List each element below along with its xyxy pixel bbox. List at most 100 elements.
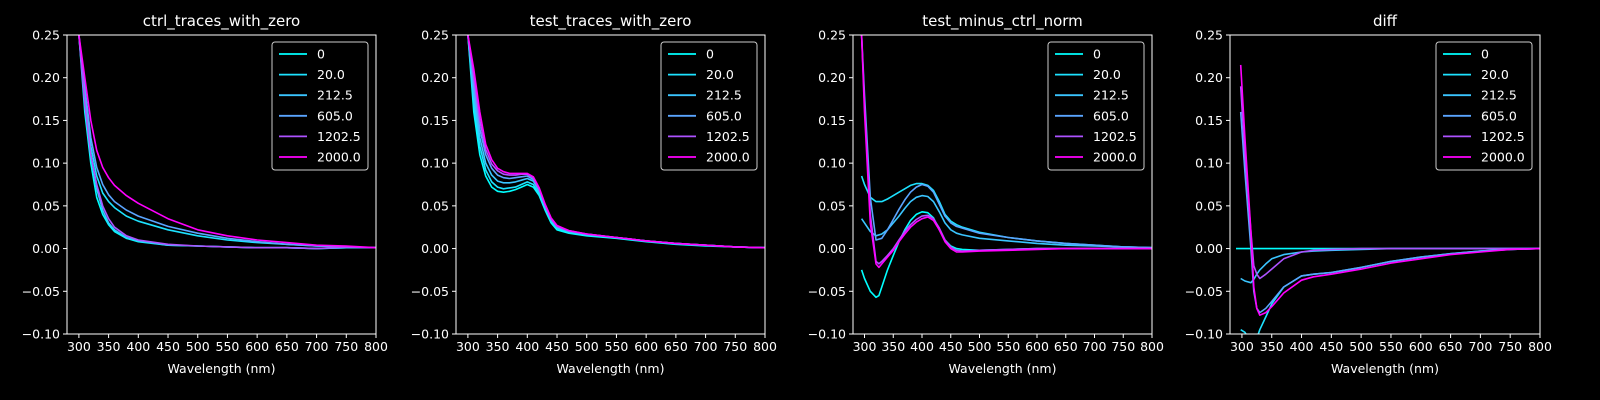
y-tick-label: 0.15 <box>818 113 846 128</box>
x-tick-label: 400 <box>910 339 934 354</box>
y-tick-label: 0.20 <box>32 70 60 85</box>
x-tick-label: 500 <box>1349 339 1373 354</box>
chart-panel-3: test_minus_ctrl_norm 300 350 400 450 500 550 60… <box>808 12 1164 376</box>
y-tick-label: 0.05 <box>1195 198 1223 213</box>
chart-title: ctrl_traces_with_zero <box>143 12 300 31</box>
legend: 0 20.0 212.5 605.0 1202.5 2000.0 <box>660 41 758 171</box>
legend: 0 20.0 212.5 605.0 1202.5 2000.0 <box>1047 41 1145 171</box>
chart-panel-4: diff 300 350 400 450 500 550 600 650 700 750 800 0.2… <box>1185 12 1552 376</box>
y-tick-label: −0.10 <box>1185 327 1223 342</box>
series-group <box>1236 64 1540 334</box>
legend-label: 605.0 <box>317 108 353 123</box>
legend-label: 605.0 <box>706 108 742 123</box>
x-tick-label: 600 <box>245 339 269 354</box>
y-tick-label: 0.25 <box>421 28 449 43</box>
y-tick-label: 0.10 <box>32 156 60 171</box>
series-line-2000-0 <box>467 35 765 249</box>
y-tick-label: 0.25 <box>32 28 60 43</box>
legend-label: 20.0 <box>1481 67 1509 82</box>
x-tick-label: 450 <box>939 339 963 354</box>
legend-label: 212.5 <box>1093 88 1129 103</box>
y-tick-label: 0.10 <box>1195 156 1223 171</box>
legend-label: 20.0 <box>317 67 345 82</box>
x-tick-label: 750 <box>334 339 358 354</box>
x-tick-label: 550 <box>1379 339 1403 354</box>
x-tick-label: 600 <box>634 339 658 354</box>
legend-label: 0 <box>706 47 714 62</box>
series-line-0 <box>860 211 1152 299</box>
axes-frame <box>1229 34 1541 335</box>
x-tick-label: 700 <box>1083 339 1107 354</box>
y-tick-label: 0.10 <box>421 156 449 171</box>
legend-label: 605.0 <box>1481 108 1517 123</box>
axes-frame <box>852 34 1153 335</box>
x-tick-label: 750 <box>1498 339 1522 354</box>
legend-label: 2000.0 <box>1481 150 1525 165</box>
x-tick-label: 800 <box>1140 339 1164 354</box>
chart-title: diff <box>1373 12 1398 30</box>
x-tick-label: 700 <box>1468 339 1492 354</box>
y-tick-label: 0.25 <box>1195 28 1223 43</box>
legend-label: 212.5 <box>1481 88 1517 103</box>
x-axis-label: Wavelength (nm) <box>168 361 276 376</box>
legend-label: 1202.5 <box>1481 129 1525 144</box>
legend-label: 20.0 <box>1093 67 1121 82</box>
series-line-2000-0 <box>1239 64 1540 317</box>
series-line-0 <box>467 35 765 249</box>
y-tick-label: 0.20 <box>421 70 449 85</box>
x-tick-label: 550 <box>605 339 629 354</box>
x-tick-label: 650 <box>1439 339 1463 354</box>
x-tick-label: 800 <box>364 339 388 354</box>
y-tick-label: 0.20 <box>1195 70 1223 85</box>
x-tick-label: 550 <box>996 339 1020 354</box>
x-tick-label: 350 <box>486 339 510 354</box>
legend-label: 1202.5 <box>317 129 361 144</box>
chart-title: test_traces_with_zero <box>530 12 692 31</box>
x-tick-label: 600 <box>1409 339 1433 354</box>
series-line-2000-0 <box>860 35 1152 269</box>
x-tick-label: 650 <box>1054 339 1078 354</box>
x-tick-label: 300 <box>67 339 91 354</box>
x-tick-label: 500 <box>575 339 599 354</box>
legend-label: 605.0 <box>1093 108 1129 123</box>
y-tick-label: 0.00 <box>32 241 60 256</box>
legend-label: 212.5 <box>317 88 353 103</box>
y-tick-label: −0.10 <box>808 327 846 342</box>
legend-label: 2000.0 <box>1093 150 1137 165</box>
legend-label: 1202.5 <box>1093 129 1137 144</box>
legend: 0 20.0 212.5 605.0 1202.5 2000.0 <box>1435 41 1533 171</box>
y-tick-label: 0.00 <box>1195 241 1223 256</box>
y-tick-label: −0.10 <box>22 327 60 342</box>
x-tick-label: 500 <box>186 339 210 354</box>
x-tick-label: 800 <box>1528 339 1552 354</box>
axes-frame <box>66 34 377 335</box>
x-axis-label: Wavelength (nm) <box>949 361 1057 376</box>
x-tick-label: 350 <box>881 339 905 354</box>
x-tick-label: 600 <box>1025 339 1049 354</box>
x-axis-label: Wavelength (nm) <box>1331 361 1439 376</box>
series-line-1202-5 <box>1239 86 1540 280</box>
x-tick-label: 650 <box>275 339 299 354</box>
x-tick-label: 700 <box>305 339 329 354</box>
y-tick-label: 0.15 <box>32 113 60 128</box>
y-tick-label: 0.15 <box>1195 113 1223 128</box>
series-line-212-5 <box>860 194 1152 249</box>
x-tick-label: 750 <box>723 339 747 354</box>
x-tick-label: 450 <box>156 339 180 354</box>
series-line-1202-5 <box>78 35 376 250</box>
x-tick-label: 750 <box>1111 339 1135 354</box>
axes-frame <box>455 34 766 335</box>
x-tick-label: 300 <box>456 339 480 354</box>
legend-label: 20.0 <box>706 67 734 82</box>
x-tick-label: 800 <box>753 339 777 354</box>
series-line-1202-5 <box>860 35 1152 265</box>
x-tick-label: 450 <box>545 339 569 354</box>
y-tick-label: 0.25 <box>818 28 846 43</box>
chart-panel-1: ctrl_traces_with_zero 300 350 400 450 500 550 6… <box>22 12 388 376</box>
x-tick-label: 400 <box>126 339 150 354</box>
legend-label: 0 <box>1481 47 1489 62</box>
y-tick-label: 0.00 <box>421 241 449 256</box>
x-tick-label: 350 <box>1260 339 1284 354</box>
series-line-2000-0 <box>78 35 376 249</box>
